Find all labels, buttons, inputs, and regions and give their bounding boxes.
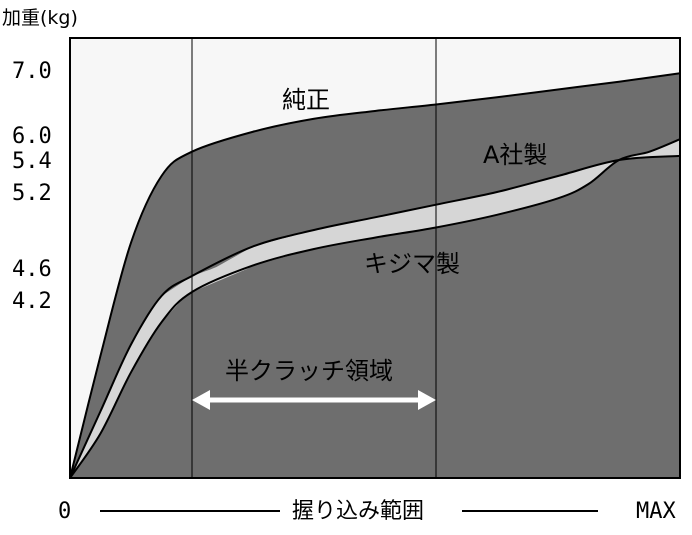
y-tick-label: 4.6 [12,257,52,282]
y-tick-label: 4.2 [12,289,52,314]
x-tick-max: MAX [636,499,676,524]
y-tick-label: 5.4 [12,149,52,174]
series-line-a-sha [69,154,681,479]
arrow-head-right [418,390,436,410]
half-clutch-label: 半クラッチ領域 [225,357,393,385]
series-label-kijima: キジマ製 [364,250,460,278]
arrow-head-left [192,390,210,410]
series-label-a-sha: A社製 [483,141,547,169]
series-line-junsei [69,72,681,479]
junsei-area-fill [70,73,680,478]
x-axis-label: 握り込み範囲 [292,499,424,524]
plot-frame [69,37,681,479]
x-tick-zero: 0 [58,499,71,524]
series-line-kijima [69,138,681,479]
y-tick-label: 5.2 [12,181,52,206]
half-clutch-arrow [192,390,436,410]
series-label-junsei: 純正 [282,86,330,114]
y-tick-label: 7.0 [12,59,52,84]
y-tick-label: 6.0 [12,124,52,149]
y-axis-label: 加重(kg) [2,7,78,29]
